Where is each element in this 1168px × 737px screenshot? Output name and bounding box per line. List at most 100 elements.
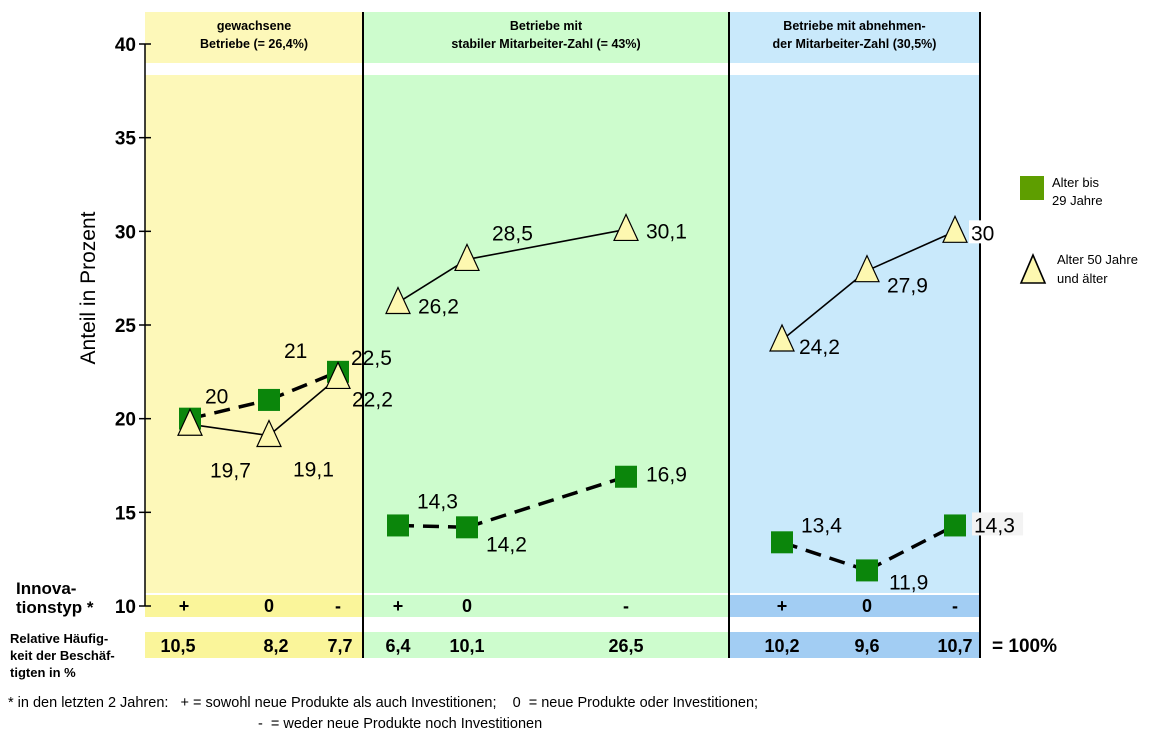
series-line-segment — [397, 258, 468, 304]
data-label: 28,5 — [492, 222, 533, 245]
innovation-type-label: + — [179, 596, 190, 616]
y-tick-label: 30 — [115, 222, 136, 243]
data-point-triangle — [454, 243, 480, 272]
data-label-bg — [972, 512, 1024, 536]
data-label: 19,1 — [293, 459, 334, 482]
frequency-value: 6,4 — [385, 636, 410, 656]
data-label: 26,2 — [418, 296, 459, 319]
series: 20 21 22,5 14,3 14,2 16,9 13,4 11,9 14,3 19,7 19,1… — [177, 213, 1024, 594]
data-point-triangle — [177, 407, 203, 436]
data-point-triangle — [613, 213, 639, 242]
data-label: 22,2 — [352, 388, 393, 411]
frequency-value: 8,2 — [263, 636, 288, 656]
data-label: 27,9 — [887, 275, 928, 298]
data-point-triangle — [385, 286, 411, 315]
frequency-value: 26,5 — [608, 636, 643, 656]
data-point-triangle — [854, 254, 880, 283]
data-point-square — [771, 531, 793, 554]
frequency-value: 10,7 — [937, 636, 972, 656]
group-band — [145, 75, 363, 593]
innovation-type-label: + — [393, 596, 404, 616]
legend-label-line1: Alter 50 Jahre — [1057, 252, 1138, 267]
data-point-triangle — [325, 361, 351, 390]
group-band — [363, 75, 729, 593]
series-line-segment — [781, 270, 868, 341]
data-point-square — [258, 388, 280, 411]
y-tick-label: 15 — [115, 503, 137, 524]
data-label: 14,3 — [974, 514, 1015, 537]
group-title-line2: Betriebe (= 26,4%) — [200, 37, 308, 51]
legend: Alter bis 29 Jahre Alter 50 Jahre und älter — [1019, 175, 1138, 286]
data-label: 30,1 — [646, 220, 687, 243]
data-point-square — [856, 559, 878, 582]
frequency-row-bg — [729, 632, 980, 658]
frequency-row-bg — [363, 632, 729, 658]
y-tick-label: 20 — [115, 410, 136, 431]
legend-triangle-icon — [1019, 252, 1047, 284]
series-line-segment — [268, 370, 339, 402]
freq-row-label-line3: tigten in % — [10, 665, 76, 680]
footnote-line-2: - = weder neue Produkte noch Investition… — [258, 716, 543, 732]
y-axis-label: Anteil in Prozent — [77, 211, 100, 364]
innovation-type-label: - — [952, 596, 958, 616]
innovation-row-bg — [363, 595, 729, 617]
frequency-row-bg — [145, 632, 363, 658]
data-label: 13,4 — [801, 514, 842, 537]
series-line-segment — [466, 475, 627, 529]
group-title-line2: der Mitarbeiter-Zahl (30,5%) — [773, 37, 937, 51]
series-line-segment — [866, 523, 956, 572]
freq-row-label-line2: keit der Beschäf- — [10, 648, 115, 663]
y-tick-label: 25 — [115, 316, 137, 337]
series-line-segment — [466, 228, 627, 261]
data-label: 16,9 — [646, 464, 687, 487]
data-point-triangle — [769, 323, 795, 352]
data-label: 14,3 — [417, 490, 458, 513]
data-label: 14,2 — [486, 533, 527, 556]
data-label: 11,9 — [889, 571, 928, 594]
group-title-line2: stabiler Mitarbeiter-Zahl (= 43%) — [451, 37, 640, 51]
legend-label-line1: Alter bis — [1052, 175, 1099, 190]
y-tick-label: 40 — [115, 35, 136, 56]
innovation-row-label-line2: tionstyp * — [16, 598, 94, 617]
data-label: 30 — [971, 222, 994, 245]
data-label: 22,5 — [351, 347, 392, 370]
innovation-row-label-line1: Innova- — [16, 579, 76, 598]
frequency-value: 10,1 — [449, 636, 484, 656]
data-label: 19,7 — [210, 459, 251, 482]
innovation-type-label: 0 — [264, 596, 274, 616]
series-line-segment — [189, 423, 270, 437]
series-line-segment — [866, 230, 956, 272]
data-point-triangle — [256, 419, 282, 448]
footnote-line-1: * in den letzten 2 Jahren: + = sowohl ne… — [8, 695, 759, 711]
group-header-bg — [729, 12, 980, 63]
data-point-square — [387, 514, 409, 537]
data-label: 24,2 — [799, 336, 840, 359]
data-point-square — [456, 516, 478, 539]
innovation-type-label: - — [623, 596, 629, 616]
data-point-square — [615, 465, 637, 488]
data-label: 20 — [205, 386, 228, 409]
innovation-type-label: 0 — [862, 596, 872, 616]
freq-row-label-line1: Relative Häufig- — [10, 631, 108, 646]
y-axis: 10 15 20 25 30 35 40 Anteil in Prozent — [77, 35, 151, 618]
innovation-type-label: + — [777, 596, 788, 616]
innovation-type-label: - — [335, 596, 341, 616]
group-title-line1: gewachsene — [217, 19, 291, 33]
data-point-triangle — [942, 214, 968, 243]
data-label: 21 — [284, 340, 307, 363]
y-tick-label: 35 — [115, 129, 137, 150]
innovation-row-bg — [145, 595, 363, 617]
group-band — [729, 75, 980, 593]
innovation-row-bg — [729, 595, 980, 617]
group-title-line1: Betriebe mit — [510, 19, 583, 33]
total-label: = 100% — [992, 636, 1057, 657]
background-panels: gewachsene Betriebe (= 26,4%) Betriebe mit… — [145, 12, 981, 658]
frequency-value: 9,6 — [854, 636, 879, 656]
series-line-segment — [189, 398, 270, 421]
legend-label-line2: 29 Jahre — [1052, 193, 1103, 208]
group-title-line1: Betriebe mit abnehmen- — [783, 19, 925, 33]
innovation-type-label: 0 — [462, 596, 472, 616]
category-rows: Innova-tionstyp * Relative Häufig-keit de… — [10, 579, 1057, 680]
frequency-value: 10,2 — [764, 636, 799, 656]
frequency-value: 10,5 — [160, 636, 195, 656]
